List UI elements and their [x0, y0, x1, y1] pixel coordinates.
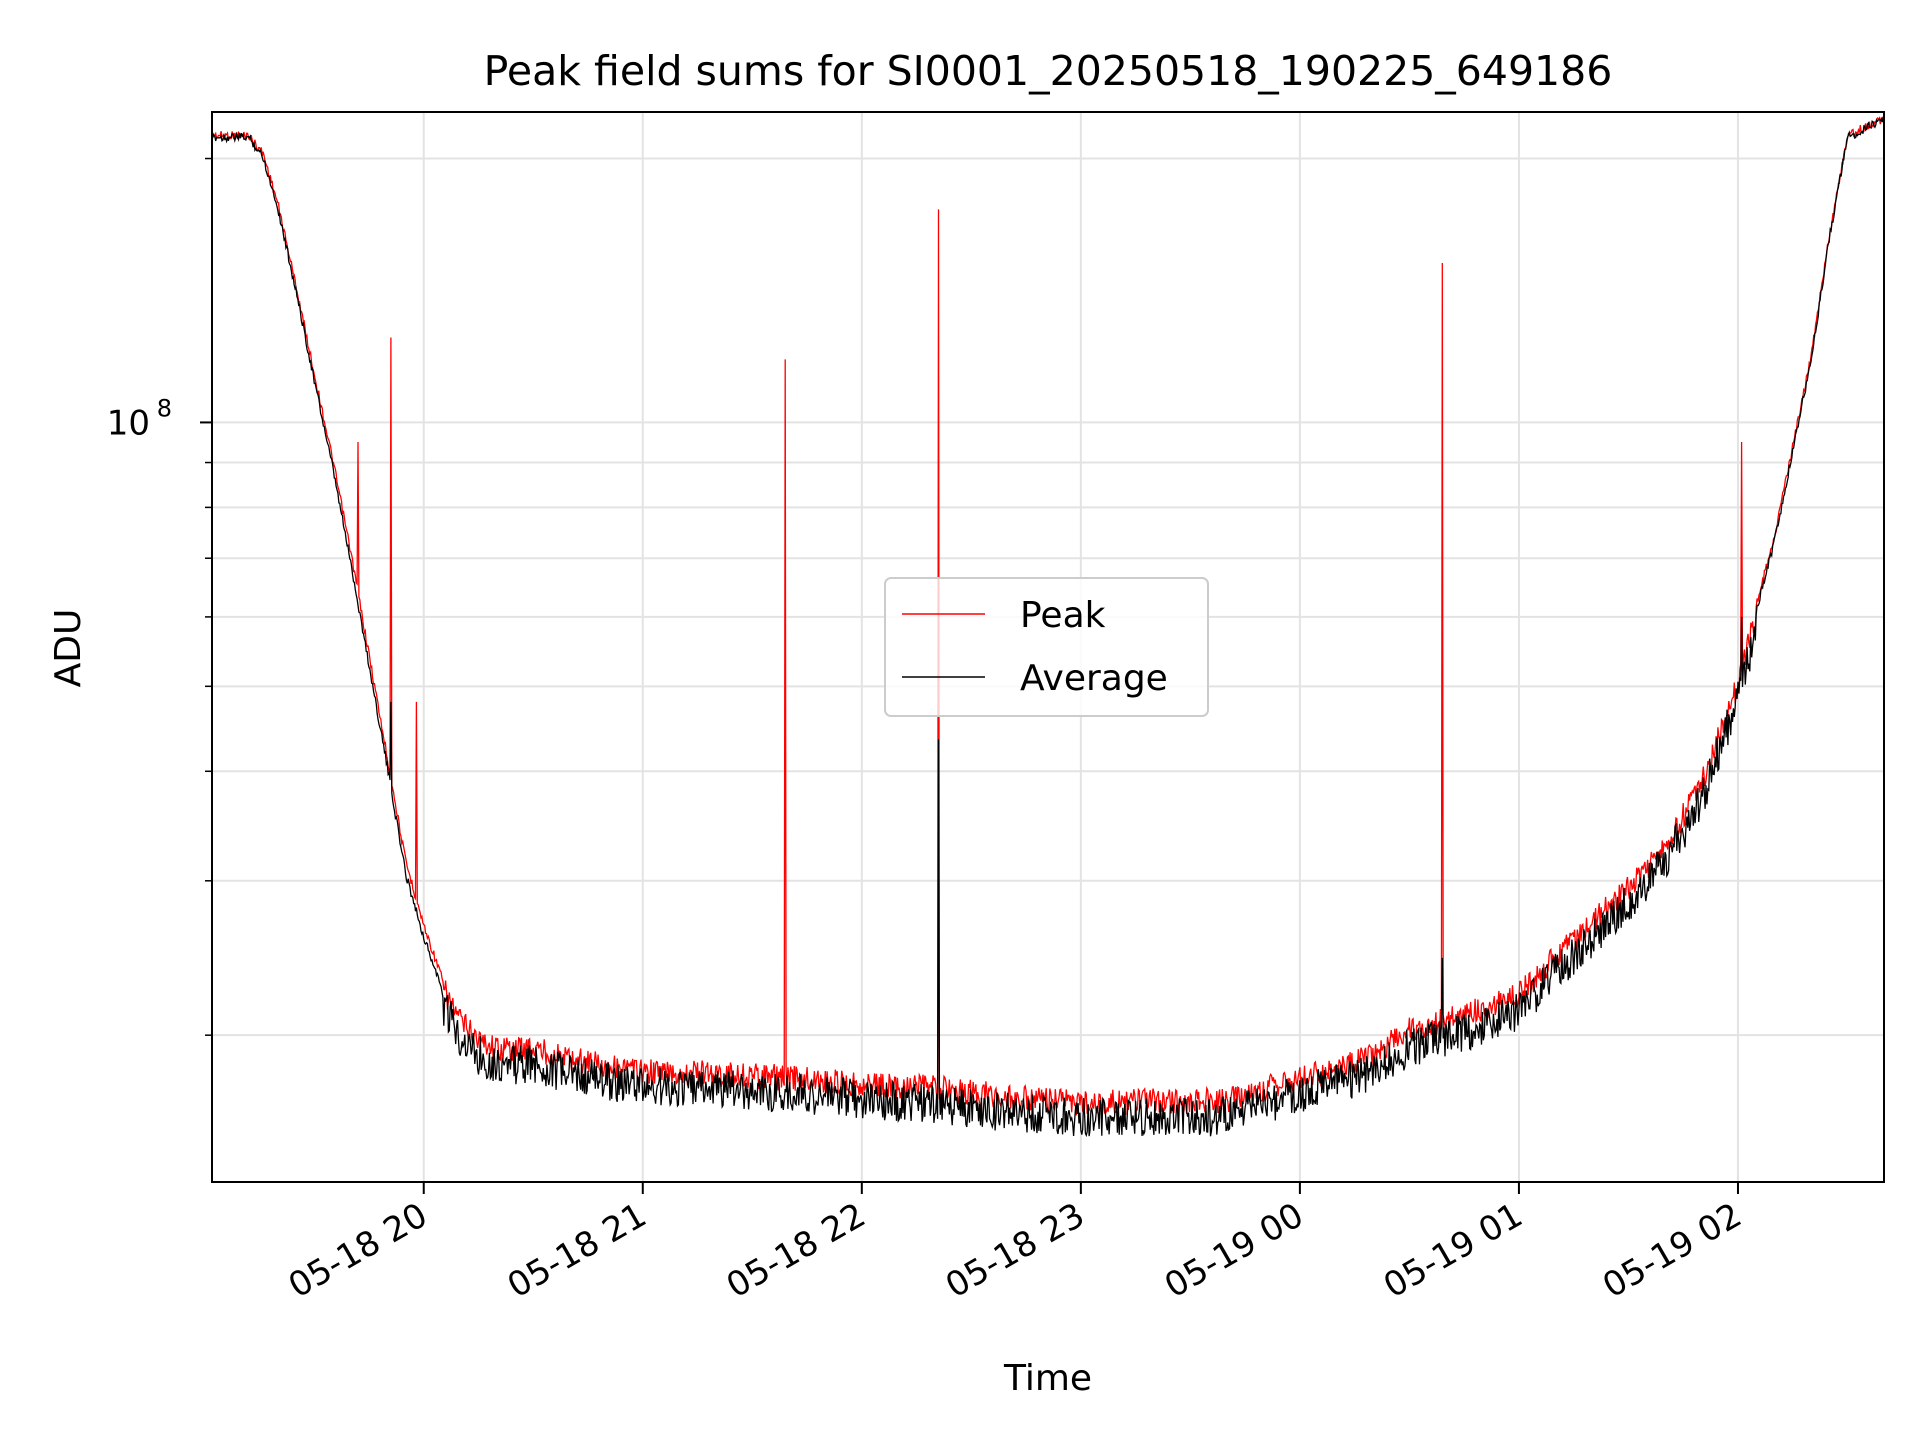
x-tick-label: 05-19 02	[1596, 1195, 1748, 1306]
x-tick-label: 05-19 00	[1158, 1195, 1310, 1306]
series-lines	[211, 116, 1885, 1138]
y-axis: 10 8	[107, 157, 212, 1036]
legend-label-average: Average	[1020, 658, 1168, 699]
y-tick-label-base: 10	[107, 403, 150, 443]
legend-label-peak: Peak	[1020, 595, 1106, 636]
x-tick-label: 05-18 21	[501, 1195, 653, 1306]
series-line-average	[211, 116, 1885, 1138]
x-tick-label: 05-18 23	[939, 1195, 1091, 1306]
x-tick-label: 05-18 20	[282, 1195, 434, 1306]
x-axis-label: Time	[1003, 1358, 1092, 1399]
y-axis-label: ADU	[48, 609, 89, 688]
x-axis: 05-18 20 05-18 21 05-18 22 05-18 23 05-19 00…	[282, 1182, 1748, 1306]
x-tick-label: 05-18 22	[720, 1195, 872, 1306]
plot-frame	[211, 111, 1885, 1183]
legend-box	[884, 577, 1209, 717]
x-tick-label: 05-19 01	[1377, 1195, 1529, 1306]
y-tick-label-exponent: 8	[157, 394, 172, 422]
chart-title: Peak field sums for SI0001_20250518_1902…	[484, 47, 1613, 95]
legend: Peak Average	[884, 577, 1209, 717]
